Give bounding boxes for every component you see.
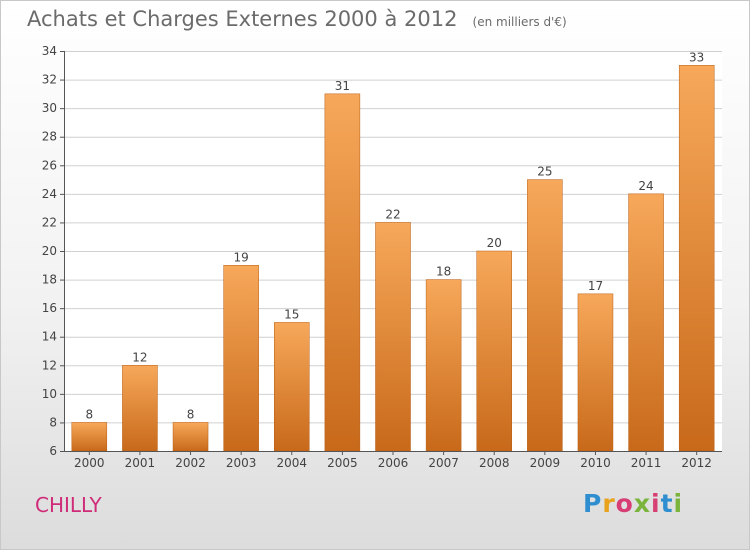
logo-letter: x [633,489,651,518]
y-tick-label-18: 18 [42,273,57,287]
bar-2006 [375,222,411,452]
logo-letter: t [660,489,674,518]
data-label-2004: 15 [284,307,299,321]
x-tick-label-2000: 2000 [74,456,105,470]
bar-2011 [628,193,664,452]
logo-letter: o [615,489,634,518]
y-tick-label-6: 6 [49,444,57,458]
x-tick-label-2008: 2008 [479,456,510,470]
data-label-2000: 8 [85,407,93,421]
data-label-2011: 24 [638,179,653,193]
x-tick-label-2007: 2007 [428,456,459,470]
x-tick-label-2003: 2003 [226,456,257,470]
data-label-2007: 18 [436,265,451,279]
x-tick-label-2011: 2011 [631,456,662,470]
bar-2005 [324,93,361,452]
y-tick-label-10: 10 [42,387,57,401]
y-tick-label-12: 12 [42,358,57,372]
x-tick-label-2005: 2005 [327,456,358,470]
bar-2009 [527,179,563,452]
x-tick-label-2009: 2009 [530,456,561,470]
y-tick-label-8: 8 [49,415,57,429]
y-tick-label-24: 24 [42,187,57,201]
logo-letter: i [673,489,684,518]
data-label-2008: 20 [487,236,502,250]
data-label-2010: 17 [588,279,603,293]
x-tick-label-2012: 2012 [681,456,712,470]
y-tick-label-22: 22 [42,215,57,229]
y-tick-label-16: 16 [42,301,57,315]
commune-name: CHILLY [35,493,102,517]
bar-2001 [122,365,158,452]
data-label-2003: 19 [234,250,249,264]
chart-title: Achats et Charges Externes 2000 à 2012 (… [27,7,567,31]
x-tick-label-2001: 2001 [125,456,156,470]
data-label-2009: 25 [537,165,552,179]
data-label-2001: 12 [132,350,147,364]
y-tick-label-20: 20 [42,244,57,258]
logo-letter: P [583,489,603,518]
data-label-2012: 33 [689,50,704,64]
y-tick-label-34: 34 [42,44,57,58]
bar-2012 [678,65,715,452]
x-tick-label-2004: 2004 [276,456,307,470]
y-tick-label-26: 26 [42,158,57,172]
bar-2010 [577,293,614,452]
x-tick-label-2010: 2010 [580,456,611,470]
bar-2002 [172,422,209,452]
data-label-2005: 31 [335,79,350,93]
data-label-2006: 22 [385,207,400,221]
x-tick-label-2006: 2006 [378,456,409,470]
proxiti-logo: Proxiti [583,489,683,518]
logo-letter: i [651,489,661,518]
bar-2004 [274,322,310,452]
bar-2008 [476,250,512,452]
chart-title-unit: (en milliers d'€) [472,15,567,29]
bar-2000 [71,422,108,452]
y-tick-label-32: 32 [42,73,57,87]
data-label-2002: 8 [187,407,195,421]
y-tick-label-14: 14 [42,330,57,344]
logo-letter: r [602,489,616,518]
bar-2003 [223,265,259,452]
y-tick-label-28: 28 [42,130,57,144]
bar-2007 [425,279,462,452]
x-tick-label-2002: 2002 [175,456,206,470]
y-tick-label-30: 30 [42,101,57,115]
chart-title-main: Achats et Charges Externes 2000 à 2012 [27,7,458,31]
